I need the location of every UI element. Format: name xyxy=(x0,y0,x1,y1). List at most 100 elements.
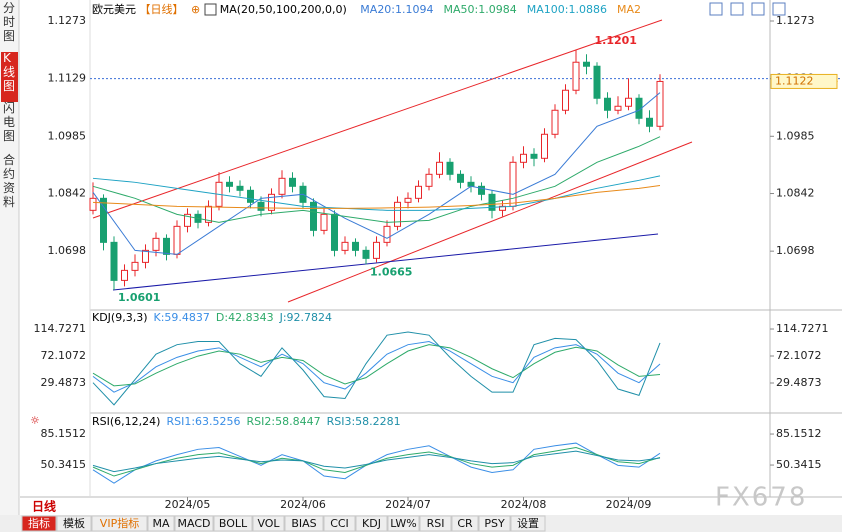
icon[interactable] xyxy=(730,2,744,16)
ma-value: MA20:1.1094 xyxy=(360,3,433,16)
icon[interactable] xyxy=(772,2,786,16)
toolbar-button[interactable] xyxy=(91,515,148,532)
y-tick-label: 1.1273 xyxy=(776,14,815,27)
y-tick-label: 50.3415 xyxy=(776,458,822,471)
toolbar-button[interactable] xyxy=(451,515,479,532)
indicator-readout: RSI1:63.5256 xyxy=(166,415,240,428)
toolbar-button[interactable] xyxy=(174,515,214,532)
toolbar-label[interactable]: KDJ xyxy=(362,517,381,530)
candle-body xyxy=(247,189,254,203)
candle-body xyxy=(289,177,296,187)
toolbar-label[interactable]: CR xyxy=(457,517,473,530)
period-label[interactable]: 日线 xyxy=(32,499,56,514)
toolbar-button[interactable] xyxy=(213,515,253,532)
toolbar-label[interactable]: PSY xyxy=(484,517,505,530)
candle-body xyxy=(541,133,548,159)
toolbar-label[interactable]: 指标 xyxy=(28,516,50,530)
candle-body xyxy=(257,201,265,211)
sidebar-tab-char: 闪 xyxy=(3,101,15,115)
sidebar-tab-char: 线 xyxy=(3,65,15,79)
indicator-readout: RSI2:58.8447 xyxy=(247,415,321,428)
candle-body xyxy=(226,181,233,187)
icon[interactable] xyxy=(751,2,765,16)
settings-icon[interactable]: ☼ xyxy=(30,414,40,427)
y-tick-label: 1.0985 xyxy=(48,129,87,142)
chart-header: 欧元美元 【日线】 ⊕ MA(20,50,100,200,0,0) MA20:1… xyxy=(92,2,641,16)
sidebar-tab-char: 资 xyxy=(3,181,15,195)
sidebar-tab xyxy=(1,154,18,218)
indicator-readout: J:92.7824 xyxy=(279,311,332,324)
indicator-line xyxy=(92,442,661,484)
toolbar-button[interactable] xyxy=(478,515,511,532)
candle-body xyxy=(362,249,370,259)
candle-body xyxy=(593,65,601,99)
toolbar-label[interactable]: 模板 xyxy=(63,516,85,530)
toolbar-label[interactable]: VOL xyxy=(257,517,280,530)
toolbar-button[interactable] xyxy=(147,515,175,532)
toolbar-label[interactable]: VIP指标 xyxy=(100,516,139,530)
x-tick-label: 2024/09 xyxy=(606,498,652,511)
toolbar-label[interactable]: BIAS xyxy=(291,517,316,530)
last-price-label: 1.1122 xyxy=(775,74,814,87)
trend-line xyxy=(287,141,693,303)
sidebar-tab-label[interactable]: 闪电图 xyxy=(3,101,15,143)
candle-body xyxy=(467,181,475,187)
candle-body xyxy=(173,225,181,255)
toolbar-button[interactable] xyxy=(56,515,92,532)
price-annotation: 1.0601 xyxy=(118,291,160,304)
sidebar-tab xyxy=(1,102,18,152)
candle-body xyxy=(352,241,359,251)
toolbar-button[interactable] xyxy=(252,515,285,532)
toolbar-button[interactable] xyxy=(419,515,452,532)
candle-body xyxy=(509,161,517,207)
candle-body xyxy=(394,201,401,227)
toolbar-button[interactable] xyxy=(510,515,546,532)
toolbar-label[interactable]: MA xyxy=(152,517,169,530)
candle-body xyxy=(373,241,380,259)
x-tick-label: 2024/08 xyxy=(501,498,547,511)
toolbar-button[interactable] xyxy=(387,515,420,532)
y-tick-label: 72.1072 xyxy=(41,349,87,362)
y-tick-label: 85.1512 xyxy=(41,427,87,440)
icon: ⊕ xyxy=(191,3,200,16)
sidebar-tab-label[interactable]: 分时图 xyxy=(3,1,15,43)
y-tick-label: 1.1273 xyxy=(48,14,87,27)
candle-body xyxy=(530,153,538,159)
x-tick-label: 2024/06 xyxy=(280,498,326,511)
sidebar-tab-char: 图 xyxy=(3,29,15,43)
ma-values: MA20:1.1094 MA50:1.0984 MA100:1.0886 MA2 xyxy=(360,3,641,16)
sidebar-tab-label[interactable]: 合约资料 xyxy=(3,152,15,209)
toolbar-label[interactable]: LW% xyxy=(390,517,416,530)
candle-body xyxy=(614,105,622,111)
ma-line xyxy=(92,92,661,255)
sidebar-tab-char: 图 xyxy=(3,79,15,93)
ma-line xyxy=(92,175,661,211)
candle-body xyxy=(425,173,433,187)
toolbar-button[interactable] xyxy=(21,515,57,532)
sidebar-tab-label[interactable]: K 线图 xyxy=(3,51,15,93)
toolbar-label[interactable]: 设置 xyxy=(517,517,539,530)
toolbar-label[interactable]: CCI xyxy=(330,517,349,530)
candle-body xyxy=(646,117,653,127)
candle-body xyxy=(656,80,664,127)
indicator-header: KDJ(9,3,3) K:59.4837 D:42.8343 J:92.7824 xyxy=(92,311,332,324)
candle-body xyxy=(520,153,527,163)
candle-body xyxy=(163,237,170,255)
window-icons xyxy=(709,2,786,16)
toolbar-label[interactable]: RSI xyxy=(427,517,445,530)
indicator-line xyxy=(92,450,661,473)
toolbar-button[interactable] xyxy=(323,515,356,532)
toolbar-button[interactable] xyxy=(355,515,388,532)
candle-body xyxy=(310,201,317,231)
candle-body xyxy=(142,249,149,263)
toolbar-button[interactable] xyxy=(284,515,324,532)
ma-value: MA50:1.0984 xyxy=(444,3,517,16)
watermark: FX678 xyxy=(715,483,807,513)
toolbar-label[interactable]: MACD xyxy=(178,517,211,530)
sidebar-tab xyxy=(1,2,18,52)
candle-body xyxy=(551,109,559,135)
toolbar-label[interactable]: BOLL xyxy=(219,517,248,530)
icon[interactable] xyxy=(709,2,723,16)
